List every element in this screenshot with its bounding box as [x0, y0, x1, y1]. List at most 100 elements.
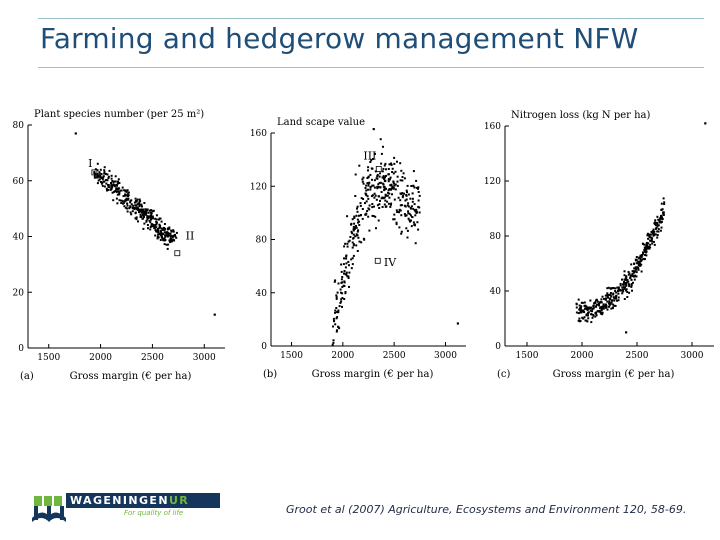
data-point [350, 258, 353, 261]
data-point [414, 214, 417, 217]
data-point [138, 211, 140, 214]
data-point [621, 288, 624, 291]
data-point [138, 210, 141, 212]
data-point [357, 214, 360, 217]
data-point [406, 184, 409, 187]
data-point [604, 306, 607, 309]
data-point [387, 191, 389, 194]
data-point [172, 229, 175, 232]
data-point [391, 185, 394, 188]
data-point [96, 174, 99, 177]
data-point [606, 292, 609, 295]
data-point [353, 215, 356, 218]
data-point [630, 263, 633, 266]
data-point [348, 285, 350, 288]
data-point [362, 198, 365, 200]
data-point [97, 179, 100, 182]
data-point [601, 311, 604, 314]
data-point [634, 268, 637, 271]
data-point [400, 214, 403, 217]
data-point [337, 309, 340, 312]
data-point [98, 178, 101, 181]
data-point [348, 264, 350, 267]
data-point [391, 167, 394, 170]
data-point [110, 187, 113, 190]
data-point [93, 176, 96, 179]
data-point [400, 230, 403, 233]
data-point [385, 194, 388, 197]
data-point [591, 310, 594, 313]
annotation-marker [174, 250, 181, 257]
data-point [373, 186, 376, 189]
data-point [106, 173, 109, 176]
data-point [356, 234, 358, 237]
data-point [123, 205, 126, 208]
data-point [603, 305, 606, 308]
data-point [348, 271, 351, 274]
data-point [343, 285, 346, 287]
logo-ur-text: UR [168, 494, 190, 507]
data-point [150, 225, 153, 228]
data-point [335, 296, 338, 299]
data-point [393, 156, 396, 159]
data-point [413, 223, 416, 226]
data-point [599, 311, 602, 314]
data-point [388, 192, 391, 195]
data-point [107, 177, 110, 180]
data-point [582, 317, 585, 320]
data-point [162, 238, 165, 240]
x-tick-label: 2500 [626, 351, 649, 361]
data-point [116, 202, 119, 205]
data-point [120, 201, 123, 204]
data-point [364, 213, 367, 216]
data-point [341, 286, 344, 288]
data-point [99, 176, 102, 179]
data-point [130, 203, 133, 206]
data-point [623, 270, 626, 273]
data-point [645, 243, 648, 245]
data-point [346, 242, 349, 245]
data-point [127, 195, 129, 198]
data-point [131, 210, 134, 213]
data-point [590, 312, 593, 315]
x-axis-label: Gross margin (€ per ha) [70, 371, 192, 382]
data-point [96, 173, 99, 176]
data-point [382, 185, 385, 188]
data-point [105, 173, 107, 175]
y-tick-label: 0 [495, 342, 501, 352]
data-point [385, 187, 387, 190]
data-point [631, 270, 634, 273]
data-point [595, 311, 598, 314]
data-point [143, 222, 146, 225]
data-point [593, 302, 596, 305]
data-point [345, 254, 348, 257]
data-point [402, 172, 405, 175]
data-point [643, 243, 646, 246]
data-point [135, 204, 138, 207]
data-point [403, 192, 405, 195]
data-point [365, 194, 368, 197]
data-point [350, 230, 353, 233]
data-point [622, 290, 625, 293]
data-point [165, 231, 168, 234]
data-point [354, 226, 357, 229]
data-point [660, 214, 663, 217]
data-point [157, 228, 160, 231]
data-point [649, 243, 652, 246]
data-point [410, 205, 413, 208]
data-point [147, 215, 150, 218]
data-point [639, 262, 641, 265]
data-point [158, 223, 161, 226]
data-point [630, 278, 633, 281]
data-point [376, 173, 379, 176]
data-point [615, 294, 618, 297]
data-point [103, 185, 106, 188]
data-point [608, 305, 610, 308]
wageningen-logo: WAGENINGENUR For quality of life [32, 492, 224, 526]
data-point [111, 180, 114, 182]
data-point [388, 163, 391, 166]
data-point [334, 279, 337, 282]
data-point [344, 266, 347, 269]
data-point [589, 299, 592, 302]
data-point [133, 206, 136, 209]
